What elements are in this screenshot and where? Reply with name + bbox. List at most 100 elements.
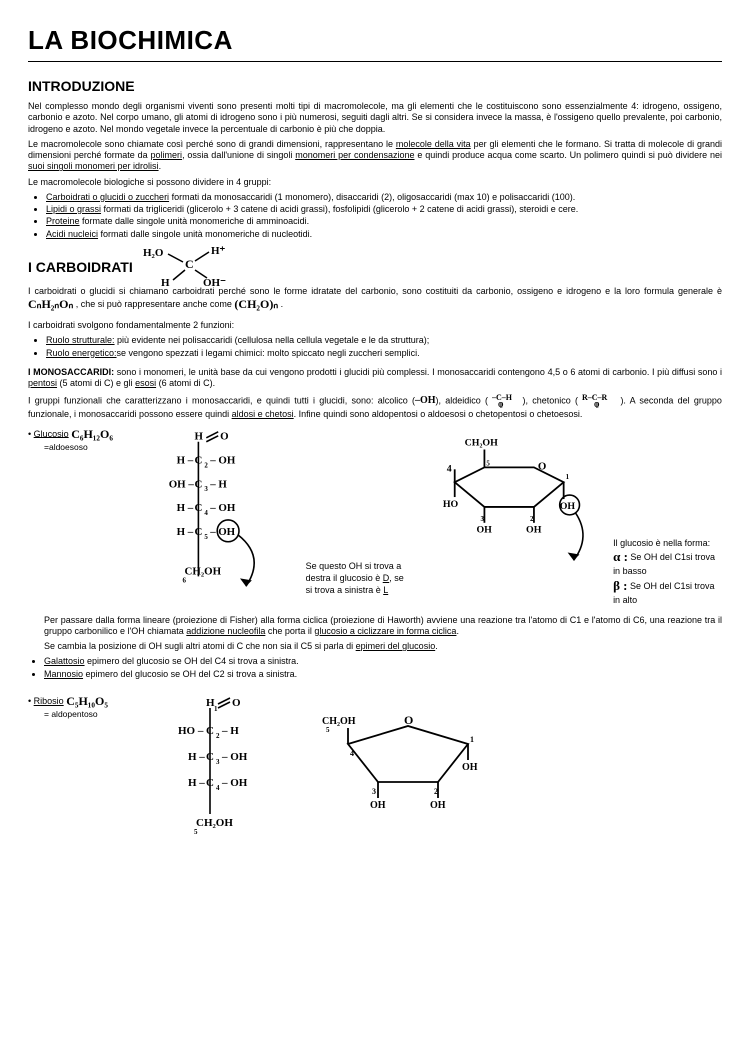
svg-text:2: 2 xyxy=(530,515,534,522)
svg-text:OH: OH xyxy=(462,762,478,773)
ribosio-haworth-diagram: O CH₂OH5 4 3OH 2OH 1OH xyxy=(308,694,508,824)
svg-text:C: C xyxy=(206,751,214,763)
svg-text:4: 4 xyxy=(216,784,220,792)
glucosio-label-col: • Glucosio C₆H₁₂O₆ =aldoesoso xyxy=(28,427,117,453)
water-hydrolysis-diagram: H₂O C H⁺ H OH⁻ xyxy=(143,244,233,286)
svg-text:–: – xyxy=(209,525,216,537)
list-item: Carboidrati o glucidi o zuccheri formati… xyxy=(46,192,722,203)
funzioni-intro: I carboidrati svolgono fondamentalmente … xyxy=(28,320,722,331)
t: sono i monomeri, le unità base da cui ve… xyxy=(114,367,722,377)
t: . xyxy=(456,626,459,636)
macromolecule-list: Carboidrati o glucidi o zuccheri formati… xyxy=(28,192,722,240)
haworth-note-head: Il glucosio è nella forma: xyxy=(613,538,722,550)
t: , ossia dall'unione di singoli xyxy=(182,150,295,160)
list-item: Mannosio epimero del glucosio se OH del … xyxy=(44,669,722,680)
svg-text:– H: – H xyxy=(221,725,239,737)
t: . xyxy=(435,641,438,651)
u: addizione nucleofila xyxy=(186,626,265,636)
label-h: H xyxy=(161,277,170,286)
chetonico-icon: R–C–R‖O xyxy=(582,393,616,409)
svg-text:H –: H – xyxy=(177,502,194,514)
list-item: Galattosio epimero del glucosio se OH de… xyxy=(44,656,722,667)
svg-text:C: C xyxy=(195,478,203,490)
svg-text:2: 2 xyxy=(204,462,208,469)
t: (5 atomi di C) e gli xyxy=(57,378,135,388)
svg-text:HO: HO xyxy=(443,498,459,509)
svg-text:CH₂OH: CH₂OH xyxy=(464,437,497,448)
svg-text:C: C xyxy=(206,777,214,789)
glucosio-fischer-diagram: H O H –C2– OH OH –C3– H H –C4– OH H –C5–… xyxy=(137,427,286,607)
t: formati dalle singole unità monomeriche … xyxy=(98,229,312,239)
svg-text:– OH: – OH xyxy=(209,502,236,514)
t: Le macromolecole sono chiamate così perc… xyxy=(28,139,396,149)
glucosio-sub: =aldoesoso xyxy=(28,442,117,453)
funzioni-list: Ruolo strutturale: più evidente nei poli… xyxy=(28,335,722,359)
svg-text:5: 5 xyxy=(326,726,330,734)
svg-text:OH: OH xyxy=(430,800,446,811)
carb-intro: I carboidrati o glucidi si chiamano carb… xyxy=(28,286,722,312)
page-title: LA BIOCHIMICA xyxy=(28,24,722,62)
mono-para-2: I gruppi funzionali che caratterizzano i… xyxy=(28,393,722,420)
list-item: Proteine formate dalle singole unità mon… xyxy=(46,216,722,227)
svg-text:4: 4 xyxy=(204,510,208,517)
t: formati da trigliceridi (glicerolo + 3 c… xyxy=(101,204,578,214)
ribosio-label: Ribosio xyxy=(34,696,64,706)
u: aldosi e chetosi xyxy=(232,409,294,419)
svg-text:H –: H – xyxy=(177,525,194,537)
t: ), chetonico ( xyxy=(522,396,578,406)
t: I carboidrati o glucidi si chiamano carb… xyxy=(28,286,722,296)
epimeri-intro: Se cambia la posizione di OH sugli altri… xyxy=(28,641,722,652)
alpha-symbol: α : xyxy=(613,549,628,564)
svg-text:5: 5 xyxy=(194,828,198,836)
svg-text:H –: H – xyxy=(177,454,194,466)
svg-text:C: C xyxy=(195,525,203,537)
t: Se OH del C1si trova in alto xyxy=(613,581,715,605)
t: e quindi produce acqua come scarto. Un p… xyxy=(415,150,722,160)
svg-text:OH: OH xyxy=(526,524,542,535)
list-item: Acidi nucleici formati dalle singole uni… xyxy=(46,229,722,240)
svg-text:OH: OH xyxy=(476,524,492,535)
grp-oh: –OH xyxy=(415,395,436,406)
list-item: Lipidi o grassi formati da trigliceridi … xyxy=(46,204,722,215)
u: epimeri del glucosio xyxy=(356,641,436,651)
u: Galattosio xyxy=(44,656,85,666)
svg-text:3: 3 xyxy=(204,486,208,493)
u: esosi xyxy=(135,378,156,388)
label-ohminus: OH⁻ xyxy=(203,277,226,286)
ribosio-label-col: • Ribosio C₅H₁₀O₅ = aldopentoso xyxy=(28,694,128,720)
svg-text:5: 5 xyxy=(486,460,490,467)
glucosio-haworth-diagram: O CH₂OH 5 4HO 3OH 2OH 1 OH xyxy=(425,427,593,577)
ribosio-fischer-diagram: H1O HO –C2– H H –C3– OH H –C4– OH CH₂OH5 xyxy=(148,694,288,844)
svg-text:3: 3 xyxy=(372,787,376,796)
u: suoi singoli monomeri per idrolisi xyxy=(28,161,159,171)
label-c: C xyxy=(185,257,194,271)
t: formate dalle singole unità monomeriche … xyxy=(80,216,310,226)
svg-text:1: 1 xyxy=(565,474,569,481)
u: Acidi nucleici xyxy=(46,229,98,239)
svg-text:4: 4 xyxy=(446,463,451,474)
t: più evidente nei polisaccaridi (cellulos… xyxy=(115,335,430,345)
svg-text:4: 4 xyxy=(350,749,354,758)
svg-text:6: 6 xyxy=(183,577,187,584)
svg-text:O: O xyxy=(404,713,413,727)
svg-text:1: 1 xyxy=(214,705,218,713)
t: epimero del glucosio se OH del C2 si tro… xyxy=(83,669,297,679)
intro-para-2: Le macromolecole sono chiamate così perc… xyxy=(28,139,722,173)
intro-para-3: Le macromolecole biologiche si possono d… xyxy=(28,177,722,188)
t: . xyxy=(281,299,284,309)
svg-text:OH –: OH – xyxy=(169,478,195,490)
label-hplus: H⁺ xyxy=(211,245,226,257)
passage-para: Per passare dalla forma lineare (proiezi… xyxy=(28,615,722,638)
svg-text:– OH: – OH xyxy=(209,454,236,466)
svg-text:H –: H – xyxy=(188,777,205,789)
t: . xyxy=(159,161,162,171)
u: Ruolo energetico: xyxy=(46,348,117,358)
svg-text:1: 1 xyxy=(470,735,474,744)
svg-text:H –: H – xyxy=(188,751,205,763)
u: Mannosio xyxy=(44,669,83,679)
svg-text:CH₂OH: CH₂OH xyxy=(185,565,222,577)
intro-para-1: Nel complesso mondo degli organismi vive… xyxy=(28,101,722,135)
label-h2o: H₂O xyxy=(143,247,164,259)
fischer-note: Se questo OH si trova a destra il glucos… xyxy=(306,561,405,596)
t: Se cambia la posizione di OH sugli altri… xyxy=(44,641,356,651)
